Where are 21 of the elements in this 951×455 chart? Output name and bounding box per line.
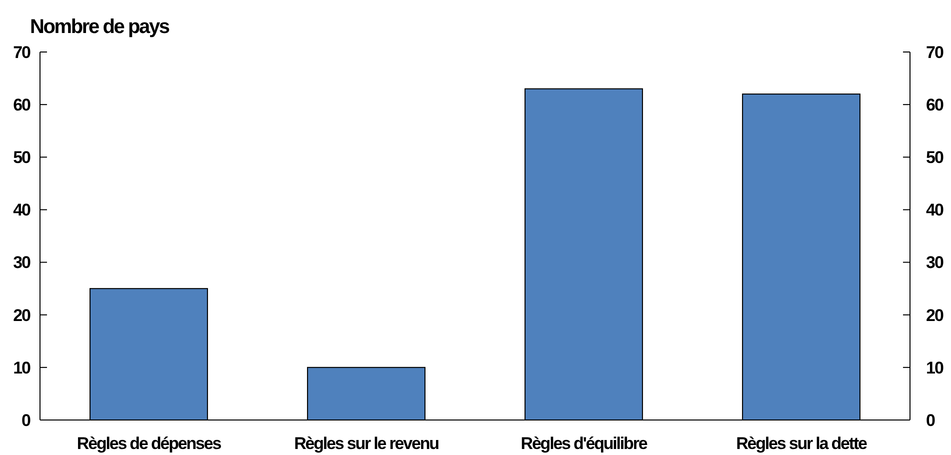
x-tick-label: Règles de dépenses <box>76 434 222 453</box>
y2-tick-label: 60 <box>926 96 944 115</box>
y-tick-label: 30 <box>13 253 31 272</box>
y2-tick-label: 40 <box>926 200 944 220</box>
x-tick-label: Règles sur le revenu <box>294 434 440 453</box>
y-tick-label: 60 <box>13 96 31 115</box>
y-tick-label: 70 <box>13 42 31 62</box>
y2-tick-label: 20 <box>926 306 944 325</box>
x-tick-label: Règles sur la dette <box>736 434 868 453</box>
x-tick-label: Règles d'équilibre <box>520 434 648 453</box>
y2-tick-label: 0 <box>926 410 935 430</box>
y-tick-label: 40 <box>13 200 31 220</box>
y2-tick-label: 30 <box>926 253 944 272</box>
y2-tick-label: 10 <box>926 358 944 378</box>
y-tick-label: 0 <box>22 410 31 430</box>
y-tick-label: 10 <box>13 358 31 378</box>
y-tick-label: 50 <box>13 148 31 168</box>
chart-title: Nombre de pays <box>30 16 170 38</box>
y-tick-label: 20 <box>13 306 31 325</box>
y2-tick-label: 50 <box>926 148 944 168</box>
y2-tick-label: 70 <box>926 42 944 62</box>
